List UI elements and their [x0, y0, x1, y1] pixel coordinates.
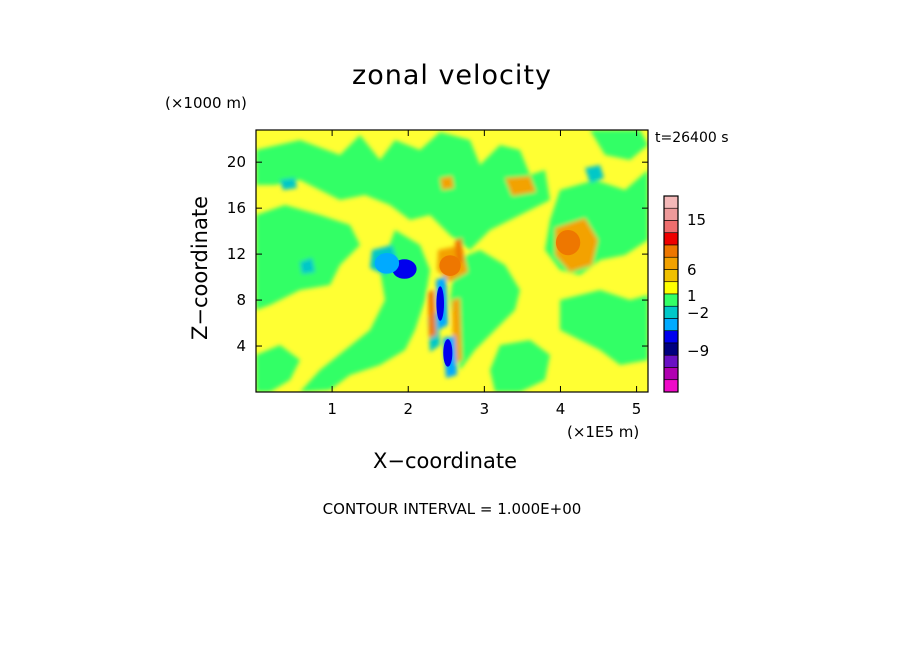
- colorbar-swatch: [663, 305, 679, 319]
- colorbar-swatch: [663, 367, 679, 381]
- colorbar-swatch: [663, 207, 679, 221]
- x-axis-label: X−coordinate: [373, 449, 517, 473]
- y-tick-label: 16: [227, 199, 246, 217]
- colorbar-swatch: [663, 220, 679, 234]
- y-tick-label: 4: [236, 337, 246, 355]
- contour-region: [560, 290, 648, 365]
- contour-feature: [439, 255, 461, 276]
- time-stamp: t=26400 s: [655, 130, 729, 146]
- colorbar-frame: [663, 195, 679, 393]
- x-axis-units: (×1E5 m): [567, 423, 640, 441]
- colorbar-swatch: [663, 354, 679, 368]
- y-tick-label: 8: [236, 291, 246, 309]
- contour-region: [450, 250, 520, 370]
- chart-title: zonal velocity: [352, 60, 552, 91]
- contour-region: [256, 132, 550, 250]
- plot-frame: [255, 129, 649, 393]
- y-tick-label: 20: [227, 153, 246, 171]
- contour-feature: [374, 252, 400, 274]
- colorbar-swatch: [663, 244, 679, 258]
- contour-region: [428, 290, 436, 338]
- contour-region: [256, 205, 360, 310]
- plot-area: [256, 130, 648, 392]
- colorbar-swatch: [663, 379, 679, 393]
- colorbar-label: −2: [687, 304, 709, 322]
- y-axis-label: Z−coordinate: [188, 196, 212, 340]
- contour-feature: [443, 339, 453, 367]
- contour-region: [505, 176, 536, 196]
- contour-region: [590, 130, 648, 160]
- contour-interval-note: CONTOUR INTERVAL = 1.000E+00: [322, 500, 582, 518]
- contour-region: [300, 258, 315, 274]
- contour-field: [256, 130, 648, 392]
- y-tick-label: 12: [227, 245, 246, 263]
- contour-region: [280, 178, 297, 190]
- colorbar-swatch: [663, 342, 679, 356]
- contour-feature: [436, 286, 445, 321]
- colorbar-swatch: [663, 318, 679, 332]
- z-axis-units: (×1000 m): [165, 94, 247, 112]
- contour-feature: [555, 229, 581, 256]
- colorbar-label: −9: [687, 342, 709, 360]
- x-tick-label: 2: [403, 400, 413, 418]
- colorbar-swatch: [663, 256, 679, 270]
- colorbar-swatch: [663, 232, 679, 246]
- contour-region: [585, 165, 604, 183]
- x-tick-label: 5: [632, 400, 642, 418]
- colorbar-label: 1: [687, 287, 697, 305]
- feature-layer: [374, 229, 581, 367]
- colorbar-swatch: [663, 330, 679, 344]
- colorbar-swatch: [663, 269, 679, 283]
- contour-region: [440, 176, 454, 190]
- contour-region: [455, 238, 463, 264]
- contour-region: [490, 340, 550, 392]
- x-tick-label: 3: [480, 400, 490, 418]
- contour-region: [256, 345, 300, 392]
- x-tick-label: 4: [556, 400, 566, 418]
- colorbar: 15 6 1−2 −9: [663, 195, 709, 393]
- colorbar-swatch: [663, 281, 679, 295]
- x-tick-label: 1: [327, 400, 337, 418]
- colorbar-label: 15: [687, 211, 706, 229]
- colorbar-swatch: [663, 195, 679, 209]
- colorbar-swatch: [663, 293, 679, 307]
- colorbar-label: 6: [687, 261, 697, 279]
